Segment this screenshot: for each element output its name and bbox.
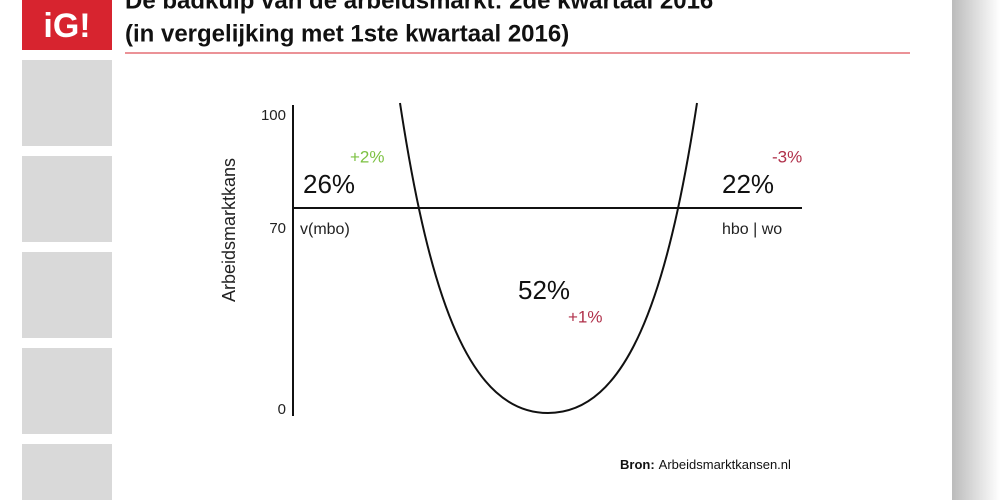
y-tick-label: 70	[269, 220, 286, 237]
middle-change: +1%	[568, 307, 603, 326]
side-tile	[22, 444, 112, 500]
side-tile	[22, 156, 112, 242]
middle-share: 52%	[518, 275, 570, 305]
right-label: hbo | wo	[722, 221, 782, 238]
logo-box	[22, 0, 112, 50]
side-tile	[22, 60, 112, 146]
source-label: Bron:	[620, 457, 655, 472]
y-tick-label: 100	[261, 107, 286, 124]
source: Bron: Arbeidsmarktkansen.nl	[620, 457, 791, 472]
right-change: -3%	[772, 147, 802, 166]
slide-background	[0, 0, 952, 500]
subtitle: (in vergelijking met 1ste kwartaal 2016)	[125, 20, 569, 47]
left-change: +2%	[350, 147, 385, 166]
side-tile	[22, 252, 112, 338]
left-label: v(mbo)	[300, 221, 350, 238]
side-tile	[22, 348, 112, 434]
slide-shadow	[952, 0, 1000, 500]
bathtub-curve	[399, 102, 698, 415]
left-share: 26%	[303, 169, 355, 199]
y-tick-label: 0	[278, 401, 286, 418]
right-share: 22%	[722, 169, 774, 199]
title: De badkuip van de arbeidsmarkt: 2de kwar…	[125, 0, 713, 14]
source-text: Arbeidsmarktkansen.nl	[659, 457, 791, 472]
logo: iG!	[43, 7, 90, 45]
y-axis-label: Arbeidsmarktkans	[219, 158, 239, 302]
